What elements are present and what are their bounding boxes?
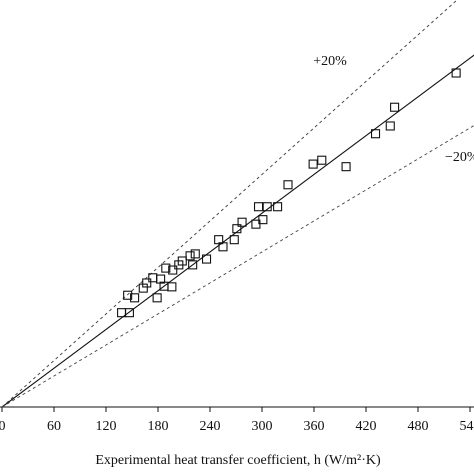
x-tick-label: 420 — [356, 419, 377, 434]
x-tick-label: 60 — [47, 419, 61, 434]
data-point — [308, 159, 318, 169]
x-tick-label: 480 — [408, 419, 429, 434]
deviation-label: −20% — [445, 150, 474, 165]
data-point — [283, 180, 293, 190]
x-tick-label: 180 — [148, 419, 169, 434]
data-point — [167, 282, 177, 292]
data-point — [341, 162, 351, 172]
x-axis-label: Experimental heat transfer coefficient, … — [95, 453, 381, 468]
data-point — [258, 215, 268, 225]
deviation-line — [1, 125, 474, 408]
data-point — [451, 68, 461, 78]
data-point — [253, 202, 264, 212]
data-point — [124, 308, 134, 318]
x-tick-label: 0 — [0, 419, 6, 434]
data-point — [232, 224, 242, 234]
data-point — [229, 235, 239, 245]
data-point — [237, 217, 247, 227]
x-tick-label: 240 — [200, 419, 221, 434]
data-point — [390, 102, 400, 112]
data-point — [142, 278, 152, 288]
data-point — [177, 256, 187, 266]
data-point — [218, 242, 228, 252]
data-point — [168, 265, 178, 275]
data-point — [161, 263, 171, 273]
data-point — [123, 290, 133, 300]
data-point — [190, 249, 200, 259]
data-point — [188, 260, 198, 270]
data-point — [385, 121, 395, 131]
data-point — [370, 129, 381, 139]
data-point — [152, 293, 162, 303]
data-point — [201, 254, 212, 264]
data-point — [262, 202, 272, 212]
data-point — [185, 251, 195, 261]
data-point — [130, 293, 140, 303]
x-tick-label: 540 — [460, 419, 474, 434]
x-tick-label: 300 — [252, 419, 273, 434]
data-point — [317, 155, 327, 165]
x-tick-label: 120 — [96, 419, 117, 434]
deviation-label: +20% — [313, 54, 347, 69]
reference-line — [1, 54, 474, 408]
x-tick-label: 360 — [304, 419, 325, 434]
deviation-line — [1, 0, 458, 408]
data-point — [273, 202, 283, 212]
